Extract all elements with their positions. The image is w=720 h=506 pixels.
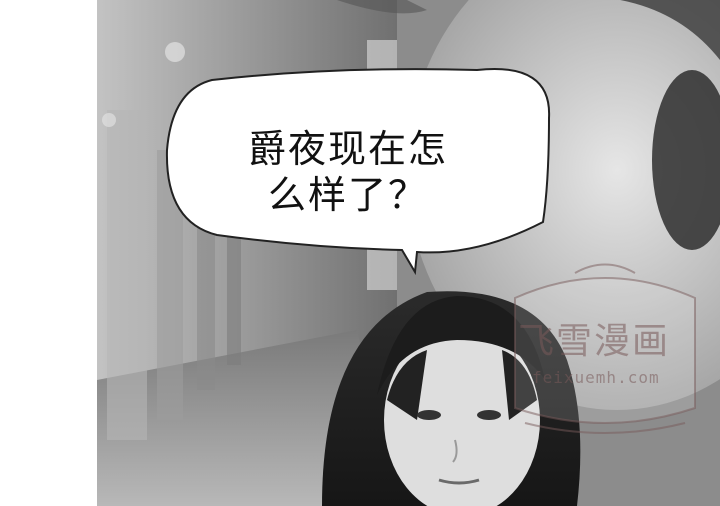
page-left-margin	[0, 0, 97, 506]
comic-panel	[97, 0, 720, 506]
watermark-url: feixuemh.com	[532, 368, 660, 387]
speech-bubble-text: 爵夜现在怎 么样了？	[248, 126, 488, 218]
watermark-title: 飞雪漫画	[518, 321, 671, 362]
speech-line-2: 么样了？	[268, 173, 429, 217]
speech-line-1: 爵夜现在怎	[248, 127, 449, 171]
scene-illustration	[97, 0, 720, 506]
watermark-frame-icon	[514, 263, 696, 434]
speech-bubble-shape	[165, 68, 551, 276]
